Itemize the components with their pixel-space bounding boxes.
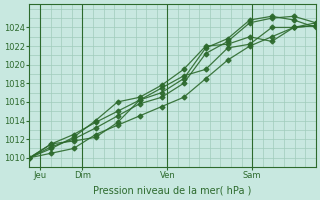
X-axis label: Pression niveau de la mer( hPa ): Pression niveau de la mer( hPa )	[93, 186, 252, 196]
